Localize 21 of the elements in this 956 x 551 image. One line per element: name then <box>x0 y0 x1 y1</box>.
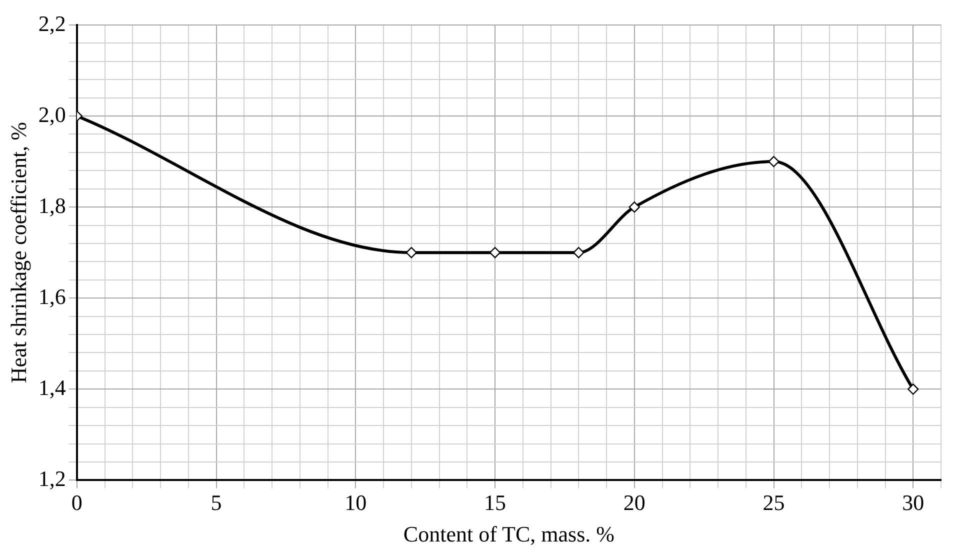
x-tick-label: 25 <box>762 490 785 516</box>
x-tick-label: 30 <box>902 490 924 516</box>
x-axis-title: Content of TC, mass. % <box>403 522 614 547</box>
x-tick-label: 5 <box>210 490 222 516</box>
y-tick-label: 1,2 <box>38 466 66 491</box>
y-tick-label: 1,8 <box>38 192 66 218</box>
point <box>908 384 919 395</box>
point <box>406 247 417 258</box>
point <box>489 247 501 258</box>
y-axis-title: Heat shrinkage coefficient, % <box>6 122 31 384</box>
point <box>573 247 584 258</box>
x-tick-label: 10 <box>344 490 367 516</box>
x-tick-label: 15 <box>484 490 506 516</box>
y-tick-label: 1,6 <box>38 284 66 309</box>
y-tick-label: 2,2 <box>38 10 66 36</box>
x-tick-label: 0 <box>71 490 82 516</box>
y-tick-label: 1,4 <box>38 374 66 400</box>
point <box>768 156 780 168</box>
x-tick-label: 20 <box>623 490 646 516</box>
point <box>628 201 640 213</box>
y-tick-label: 2,0 <box>38 102 66 127</box>
